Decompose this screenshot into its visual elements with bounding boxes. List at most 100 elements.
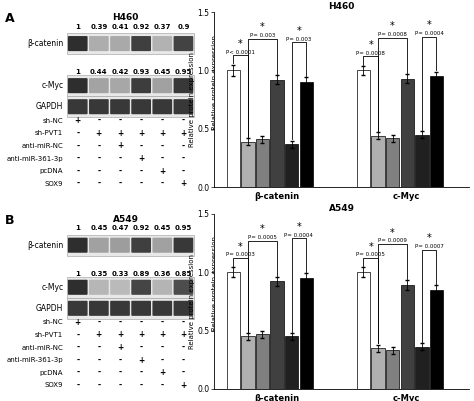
Text: -: - xyxy=(76,381,79,390)
Bar xyxy=(241,336,255,389)
Text: -: - xyxy=(76,154,79,163)
Bar xyxy=(67,33,194,54)
Bar xyxy=(371,348,385,389)
Text: H460: H460 xyxy=(112,13,139,22)
Text: -: - xyxy=(97,369,100,377)
Text: 0.93: 0.93 xyxy=(132,69,150,75)
Text: sh-NC: sh-NC xyxy=(43,118,63,124)
Bar xyxy=(270,282,284,389)
Text: sh-NC: sh-NC xyxy=(43,319,63,325)
FancyBboxPatch shape xyxy=(89,280,109,295)
Text: sh-PVT1: sh-PVT1 xyxy=(35,130,63,136)
Text: +: + xyxy=(74,318,81,327)
Text: -: - xyxy=(76,356,79,365)
Text: -: - xyxy=(76,369,79,377)
Text: anti-miR-361-3p: anti-miR-361-3p xyxy=(7,156,63,162)
Text: 0.44: 0.44 xyxy=(90,69,108,75)
Text: 0.35: 0.35 xyxy=(90,271,108,277)
Bar xyxy=(415,135,428,187)
Legend: sh-NC, sh-PVT1, sh-PVT1+anti-miR-NC, sh-PVT1+anti-miR-361-3p, sh-PVT1+pcDNA, sh-: sh-NC, sh-PVT1, sh-PVT1+anti-miR-NC, sh-… xyxy=(251,222,432,247)
Text: -: - xyxy=(76,343,79,352)
Text: β-catenin: β-catenin xyxy=(27,241,63,250)
FancyBboxPatch shape xyxy=(89,301,109,316)
Text: 0.92: 0.92 xyxy=(133,24,150,30)
Text: +: + xyxy=(138,356,144,365)
Text: -: - xyxy=(161,343,164,352)
FancyBboxPatch shape xyxy=(153,238,172,253)
Text: c-Myc: c-Myc xyxy=(41,81,63,90)
Bar xyxy=(415,347,428,389)
Text: -: - xyxy=(139,142,143,150)
Text: P= 0.0004: P= 0.0004 xyxy=(284,233,313,238)
Text: +: + xyxy=(96,330,102,340)
FancyBboxPatch shape xyxy=(131,78,151,93)
Text: +: + xyxy=(159,129,165,138)
FancyBboxPatch shape xyxy=(131,280,151,295)
Bar xyxy=(285,336,298,389)
Text: *: * xyxy=(390,228,395,238)
Text: 0.37: 0.37 xyxy=(154,24,171,30)
Text: -: - xyxy=(139,116,143,125)
Text: -: - xyxy=(161,116,164,125)
Text: c-Myc: c-Myc xyxy=(41,283,63,292)
Text: +: + xyxy=(180,129,187,138)
FancyBboxPatch shape xyxy=(173,99,193,114)
FancyBboxPatch shape xyxy=(153,36,172,51)
Bar xyxy=(67,75,194,96)
Text: 0.95: 0.95 xyxy=(175,225,192,231)
FancyBboxPatch shape xyxy=(89,238,109,253)
Text: -: - xyxy=(182,343,185,352)
Text: *: * xyxy=(297,26,301,36)
Text: P= 0.0004: P= 0.0004 xyxy=(415,31,444,36)
FancyBboxPatch shape xyxy=(131,99,151,114)
Text: anti-miR-NC: anti-miR-NC xyxy=(21,344,63,350)
Text: +: + xyxy=(159,167,165,176)
Text: +: + xyxy=(159,369,165,377)
Text: +: + xyxy=(180,330,187,340)
Text: -: - xyxy=(182,369,185,377)
Text: -: - xyxy=(161,381,164,390)
Text: +: + xyxy=(138,129,144,138)
Text: P= 0.0008: P= 0.0008 xyxy=(378,32,407,37)
Text: *: * xyxy=(368,242,373,252)
Bar xyxy=(357,272,370,389)
Text: P= 0.0007: P= 0.0007 xyxy=(415,244,444,249)
Text: -: - xyxy=(97,343,100,352)
Bar xyxy=(430,76,443,187)
Bar xyxy=(285,144,298,187)
FancyBboxPatch shape xyxy=(153,301,172,316)
Text: 0.45: 0.45 xyxy=(90,225,108,231)
Text: +: + xyxy=(159,330,165,340)
Text: -: - xyxy=(76,129,79,138)
FancyBboxPatch shape xyxy=(89,99,109,114)
Text: -: - xyxy=(139,343,143,352)
Text: -: - xyxy=(97,179,100,188)
Text: 0.36: 0.36 xyxy=(154,271,171,277)
Bar xyxy=(401,79,414,187)
Text: -: - xyxy=(182,142,185,150)
FancyBboxPatch shape xyxy=(89,78,109,93)
Text: +: + xyxy=(180,381,187,390)
Bar xyxy=(256,334,269,389)
FancyBboxPatch shape xyxy=(173,78,193,93)
Text: 0.45: 0.45 xyxy=(154,225,171,231)
FancyBboxPatch shape xyxy=(153,99,172,114)
Text: -: - xyxy=(182,318,185,327)
Text: +: + xyxy=(74,116,81,125)
Bar xyxy=(430,290,443,389)
Bar xyxy=(300,82,313,187)
Text: B: B xyxy=(5,214,14,227)
Text: +: + xyxy=(117,343,123,352)
Text: *: * xyxy=(390,21,395,31)
Text: Relative protein expression: Relative protein expression xyxy=(212,34,219,130)
Text: -: - xyxy=(118,356,121,365)
Text: *: * xyxy=(427,20,431,30)
Text: Relative protein expression: Relative protein expression xyxy=(212,236,219,331)
FancyBboxPatch shape xyxy=(173,238,193,253)
Text: β-catenin: β-catenin xyxy=(27,39,63,48)
Text: -: - xyxy=(182,167,185,176)
Text: -: - xyxy=(76,179,79,188)
Text: -: - xyxy=(161,154,164,163)
Text: -: - xyxy=(118,381,121,390)
Text: -: - xyxy=(182,154,185,163)
